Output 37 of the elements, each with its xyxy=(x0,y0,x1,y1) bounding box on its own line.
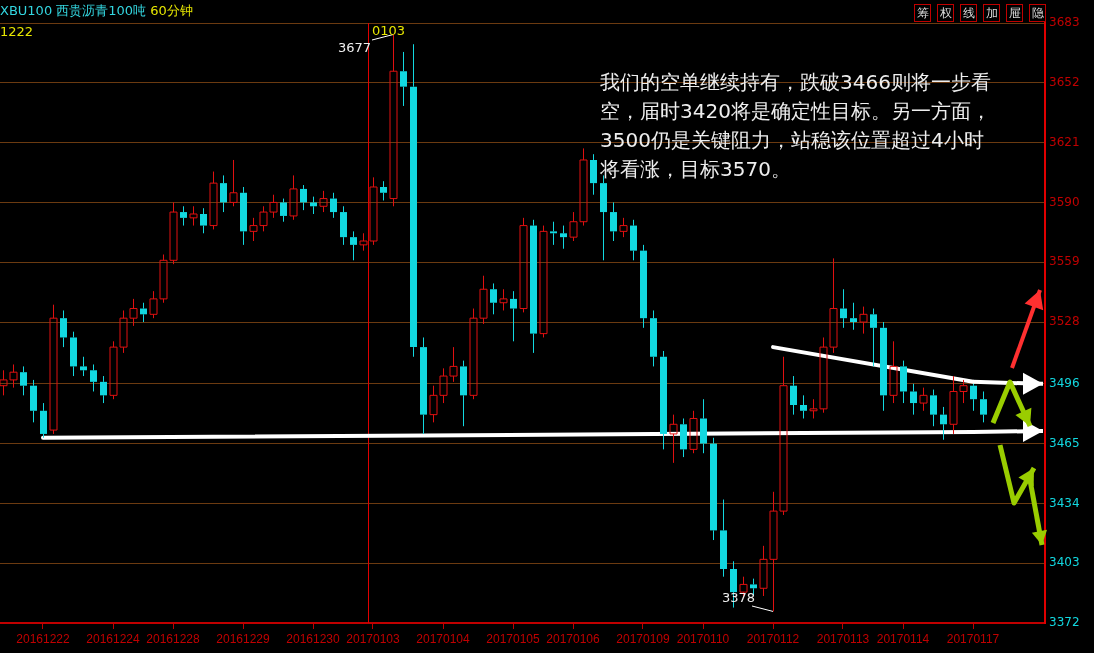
annotation: 0103 xyxy=(372,23,406,38)
x-tick-label: 20161228 xyxy=(146,631,201,646)
y-tick-label: 3434 xyxy=(1049,495,1080,510)
x-tick-label: 20161229 xyxy=(216,631,271,646)
y-tick-label: 3372 xyxy=(1049,615,1080,630)
x-tick-label: 20170106 xyxy=(546,631,601,646)
y-tick-label: 3465 xyxy=(1049,435,1080,450)
toolbar-button: 线 xyxy=(960,4,977,22)
x-tick-label: 20161230 xyxy=(286,631,341,646)
toolbar-button: 权 xyxy=(937,4,954,22)
annotation: 我们的空单继续持有，跌破3466则将一步看空，届时3420将是确定性目标。另一方面，3500仍是关键阻力，站稳该位置超过4小时将看涨，目标3570。 xyxy=(600,69,992,183)
chart-subtitle: 60分钟 xyxy=(150,3,193,18)
x-tick-label: 20170110 xyxy=(676,631,730,646)
toolbar-button: 隐 xyxy=(1029,4,1046,22)
annotation: 1222 xyxy=(0,24,34,39)
y-tick-label: 3559 xyxy=(1049,254,1080,269)
x-tick-label: 20170103 xyxy=(346,631,401,646)
x-tick-label: 20170117 xyxy=(946,631,1000,646)
y-tick-label: 3683 xyxy=(1049,15,1080,30)
y-tick-label: 3590 xyxy=(1049,194,1080,209)
x-tick-label: 20170109 xyxy=(616,631,671,646)
y-tick-label: 3496 xyxy=(1049,375,1080,390)
x-tick-label: 20161222 xyxy=(16,631,71,646)
y-tick-label: 3528 xyxy=(1049,314,1080,329)
y-tick-label: 3403 xyxy=(1049,555,1080,570)
x-tick-label: 20170105 xyxy=(486,631,541,646)
toolbar-button: 加 xyxy=(983,4,1000,22)
chart-title: XBU100 西贵沥青100吨 xyxy=(0,3,147,18)
x-tick-label: 20170104 xyxy=(416,631,471,646)
toolbar-button: 屉 xyxy=(1006,4,1023,22)
x-tick-label: 20170112 xyxy=(746,631,800,646)
x-tick-label: 20170114 xyxy=(876,631,930,646)
y-tick-label: 3621 xyxy=(1049,134,1080,149)
toolbar-button: 筹 xyxy=(914,4,931,22)
x-tick-label: 20170113 xyxy=(816,631,870,646)
y-tick-label: 3652 xyxy=(1049,74,1080,89)
x-tick-label: 20161224 xyxy=(86,631,141,646)
